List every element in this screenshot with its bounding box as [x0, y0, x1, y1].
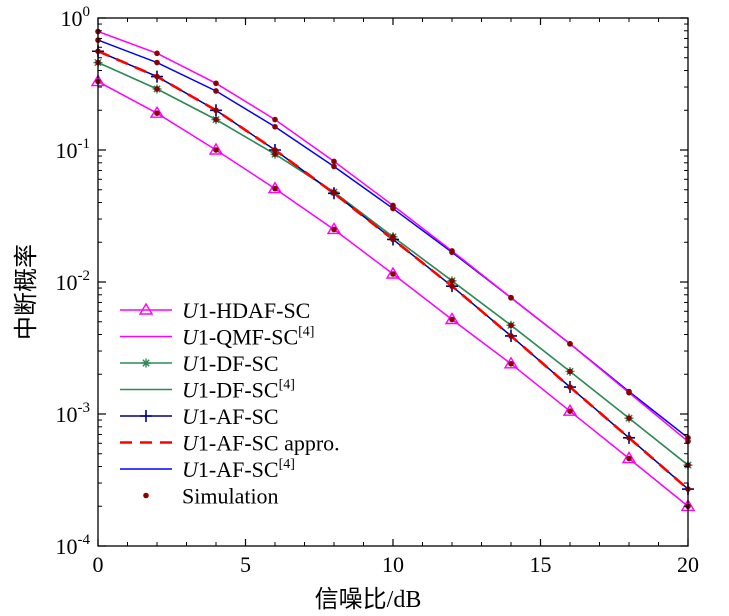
x-axis-title: 信噪比/dB [315, 586, 422, 613]
legend-label-3: U1-DF-SC [182, 351, 279, 376]
x-tick-label: 20 [677, 552, 699, 577]
simulation-point [272, 123, 278, 130]
y-tick-label: 100 [61, 4, 91, 31]
simulation-point [626, 389, 632, 396]
simulation-point [449, 278, 455, 284]
legend-label-6: U1-AF-SC appro. [182, 431, 340, 456]
legend-label-1: U1-HDAF-SC [182, 298, 310, 323]
simulation-point [213, 147, 219, 153]
simulation-point [213, 107, 219, 114]
simulation-point [626, 435, 632, 441]
series-1-marker [621, 451, 637, 464]
simulation-point [567, 384, 573, 390]
simulation-point [272, 185, 278, 192]
simulation-point [567, 408, 573, 415]
simulation-point [331, 163, 337, 170]
simulation-point [449, 316, 455, 323]
simulation-point [390, 271, 396, 277]
legend-marker-1 [138, 302, 154, 315]
series-1-marker [267, 181, 283, 194]
simulation-point [213, 116, 219, 123]
simulation-point [449, 248, 455, 254]
legend: U1-HDAF-SCU1-QMF-SC[4]U1-DF-SCU1-DF-SC[4… [120, 298, 340, 509]
simulation-point [508, 361, 514, 367]
simulation-point [626, 415, 632, 421]
legend-label-5: U1-AF-SC [182, 404, 279, 429]
legend-label-8: Simulation [182, 484, 279, 509]
simulation-point [154, 59, 160, 66]
simulation-point [567, 368, 573, 375]
plot-layer [90, 28, 696, 511]
simulation-point [154, 110, 160, 117]
axes: 0 5 10 15 20 100 10-1 10-2 10-3 10-4 信噪比/dB 中断概率 [13, 4, 699, 613]
legend-label-4: U1-DF-SC[4] [182, 378, 295, 403]
y-axis-title: 中断概率 [13, 244, 40, 340]
y-tick-label: 10-2 [56, 268, 91, 295]
series-1-marker [562, 403, 578, 416]
simulation-point [272, 147, 278, 153]
legend-label-7: U1-AF-SC[4] [182, 457, 295, 482]
simulation-point [154, 73, 160, 80]
simulation-point [449, 283, 455, 289]
simulation-point [508, 294, 514, 301]
legend-marker-8 [143, 492, 149, 499]
simulation-point [213, 88, 219, 94]
simulation-point [567, 341, 573, 347]
x-tick-label: 15 [530, 552, 552, 577]
y-tick-label: 10-4 [56, 532, 91, 559]
simulation-point [508, 322, 514, 329]
simulation-point [213, 80, 219, 87]
y-tick-label: 10-1 [56, 136, 91, 163]
x-tick-label: 0 [93, 552, 104, 577]
x-tick-label: 5 [240, 552, 251, 577]
simulation-point [331, 158, 337, 165]
simulation-point [390, 236, 396, 243]
simulation-point [508, 333, 514, 339]
series-1-marker [326, 222, 342, 235]
legend-marker-3 [141, 358, 151, 368]
series-1-marker [503, 356, 519, 369]
simulation-point [390, 202, 396, 209]
series-1-marker [149, 105, 165, 118]
simulation-point [154, 50, 160, 57]
series-1-marker [208, 142, 224, 155]
simulation-point [331, 226, 337, 233]
simulation-point [331, 190, 337, 197]
series-1-marker [385, 266, 401, 279]
simulation-point [272, 116, 278, 123]
y-tick-label: 10-3 [56, 400, 91, 427]
legend-label-2: U1-QMF-SC[4] [182, 325, 314, 350]
legend-marker-5 [140, 410, 152, 422]
series-1-marker [444, 312, 460, 325]
x-tick-label: 10 [382, 552, 404, 577]
simulation-point [626, 455, 632, 462]
simulation-point [272, 151, 278, 157]
simulation-point [154, 86, 160, 92]
